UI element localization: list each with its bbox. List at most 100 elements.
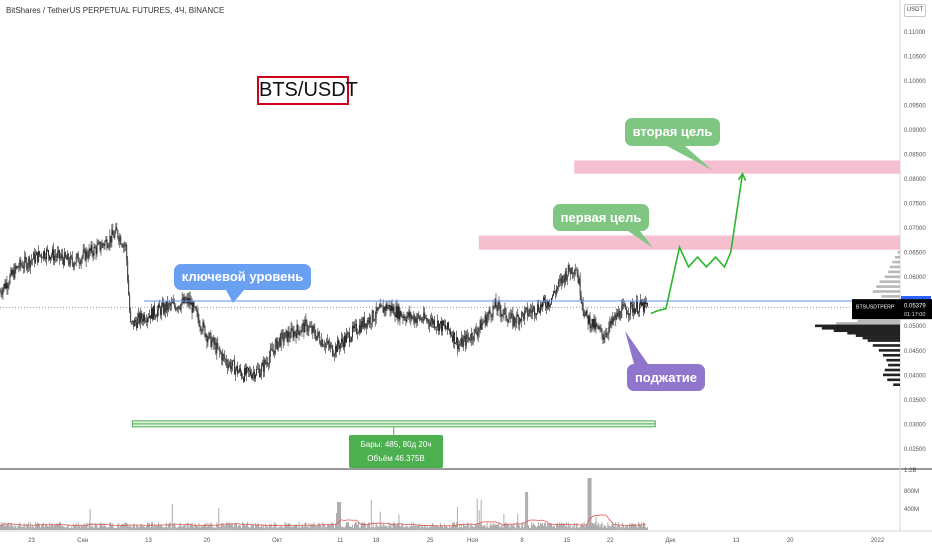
candle-body	[109, 236, 111, 245]
volume-bar	[49, 522, 50, 530]
last-price-badge	[852, 299, 932, 320]
volume-bar	[424, 524, 426, 530]
volume-bar	[117, 524, 119, 530]
volume-bar	[320, 524, 322, 530]
volume-bar	[3, 525, 5, 530]
volume-bar	[599, 526, 601, 530]
candle-body	[196, 310, 198, 312]
candle-body	[611, 317, 613, 325]
volume-bar	[515, 527, 517, 530]
candle-body	[221, 353, 223, 361]
candle-body	[517, 314, 519, 317]
volume-bar	[94, 523, 96, 530]
candle-body	[34, 252, 36, 263]
candle-body	[575, 270, 577, 271]
volume-bar	[40, 527, 41, 530]
candle-body	[97, 242, 99, 245]
volume-bar	[373, 527, 375, 530]
volume-bar	[166, 527, 168, 530]
volume-profile-bar	[836, 322, 900, 325]
candle-body	[61, 254, 63, 260]
candle-body	[399, 311, 401, 320]
volume-bar	[38, 523, 40, 530]
x-tick-label: 25	[427, 538, 434, 544]
candle-body	[520, 318, 522, 322]
volume-bar	[576, 523, 578, 530]
volume-bar	[496, 525, 498, 530]
volume-bar	[587, 478, 589, 530]
candle-body	[195, 306, 197, 311]
candle-body	[533, 306, 535, 309]
candle-body	[253, 371, 255, 379]
volume-bar	[480, 499, 482, 530]
candle-body	[386, 303, 388, 309]
candle-body	[207, 338, 209, 343]
candle-body	[544, 297, 545, 301]
candle-body	[624, 304, 626, 306]
volume-bar	[333, 524, 335, 530]
volume-bar	[220, 526, 222, 530]
candle-body	[549, 304, 550, 307]
y-tick-label: 0.09500	[904, 104, 926, 110]
volume-bar	[568, 525, 570, 530]
volume-bar	[414, 526, 416, 530]
candle-body	[232, 360, 234, 366]
volume-bar	[153, 526, 154, 530]
volume-profile-bar	[886, 358, 900, 362]
candle-body	[466, 334, 468, 339]
volume-bar	[499, 527, 501, 530]
candle-body	[191, 302, 193, 313]
candle-body	[610, 321, 612, 325]
volume-bar	[356, 524, 358, 530]
candle-body	[252, 374, 253, 378]
volume-bar	[569, 524, 571, 530]
candle-body	[606, 333, 608, 335]
volume-bar	[380, 524, 382, 530]
x-tick-label: 11	[337, 538, 344, 544]
volume-bar	[314, 525, 316, 530]
candle-body	[578, 278, 580, 284]
volume-bar	[309, 527, 311, 530]
candle-body	[583, 310, 585, 317]
candle-body	[485, 315, 487, 325]
candle-body	[239, 368, 241, 372]
candle-body	[215, 342, 217, 354]
volume-bar	[625, 526, 627, 530]
volume-bar	[503, 513, 505, 530]
candle-body	[259, 373, 261, 377]
candle-body	[248, 367, 249, 371]
candle-body	[557, 281, 559, 288]
candle-body	[525, 308, 527, 311]
volume-bar	[497, 524, 499, 530]
volume-bar	[535, 526, 536, 530]
volume-bar	[570, 527, 572, 530]
volume-bar	[114, 527, 116, 530]
candle-body	[305, 319, 307, 321]
volume-bar	[284, 522, 286, 530]
currency-unit-button[interactable]: USDT	[904, 4, 926, 17]
candle-body	[167, 303, 169, 311]
volume-bar	[358, 527, 360, 530]
volume-bar	[16, 527, 18, 530]
candle-body	[366, 320, 368, 328]
candle-body	[190, 302, 192, 305]
candle-body	[512, 313, 514, 326]
candle-body	[8, 283, 10, 286]
candle-body	[183, 296, 185, 303]
volume-bar	[32, 524, 34, 530]
candle-body	[594, 319, 596, 329]
volume-bar	[247, 522, 248, 530]
candle-body	[638, 311, 639, 314]
candle-body	[228, 364, 230, 368]
volume-bar	[556, 522, 558, 530]
candle-body	[277, 341, 279, 350]
candle-body	[622, 304, 624, 307]
volume-bar	[383, 524, 385, 530]
volume-bar	[498, 522, 500, 530]
volume-bar	[560, 522, 562, 530]
candle-body	[157, 304, 159, 311]
candle-body	[94, 246, 96, 248]
candle-body	[143, 315, 144, 322]
candle-body	[176, 308, 178, 310]
